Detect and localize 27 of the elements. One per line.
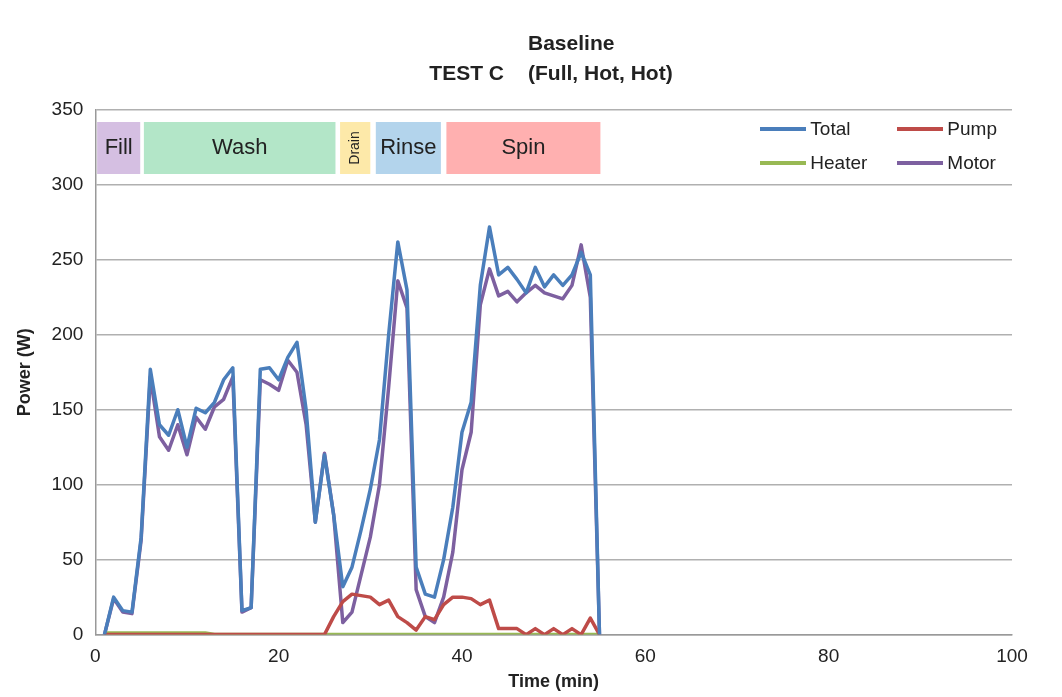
legend-label: Pump (947, 118, 997, 140)
band-label: Drain (346, 131, 363, 165)
x-tick-label: 60 (634, 645, 656, 667)
band-label: Wash (211, 134, 268, 160)
band-label: Fill (104, 134, 133, 160)
legend-label: Total (810, 118, 851, 140)
y-tick-label: 250 (51, 248, 84, 270)
x-tick-label: 20 (268, 645, 290, 667)
x-tick-label: 100 (996, 645, 1028, 667)
band-label: Spin (501, 134, 546, 160)
legend-label: Motor (947, 152, 996, 174)
y-tick-label: 150 (51, 398, 84, 420)
y-tick-label: 200 (51, 323, 84, 345)
legend-label: Heater (810, 152, 868, 174)
y-axis-title: Power (W) (13, 328, 34, 417)
chart-title: TEST C (429, 60, 505, 86)
chart-subtitle: Baseline (Full, Hot, Hot) (528, 30, 673, 86)
y-tick-label: 300 (51, 173, 84, 195)
x-tick-label: 80 (818, 645, 840, 667)
x-tick-label: 0 (90, 645, 101, 667)
y-tick-label: 100 (51, 472, 84, 494)
y-tick-label: 0 (72, 622, 84, 644)
x-axis-title: Time (min) (508, 671, 599, 692)
band-label: Rinse (380, 134, 437, 160)
y-tick-label: 50 (62, 547, 84, 569)
y-tick-label: 350 (51, 98, 84, 120)
x-tick-label: 40 (451, 645, 473, 667)
